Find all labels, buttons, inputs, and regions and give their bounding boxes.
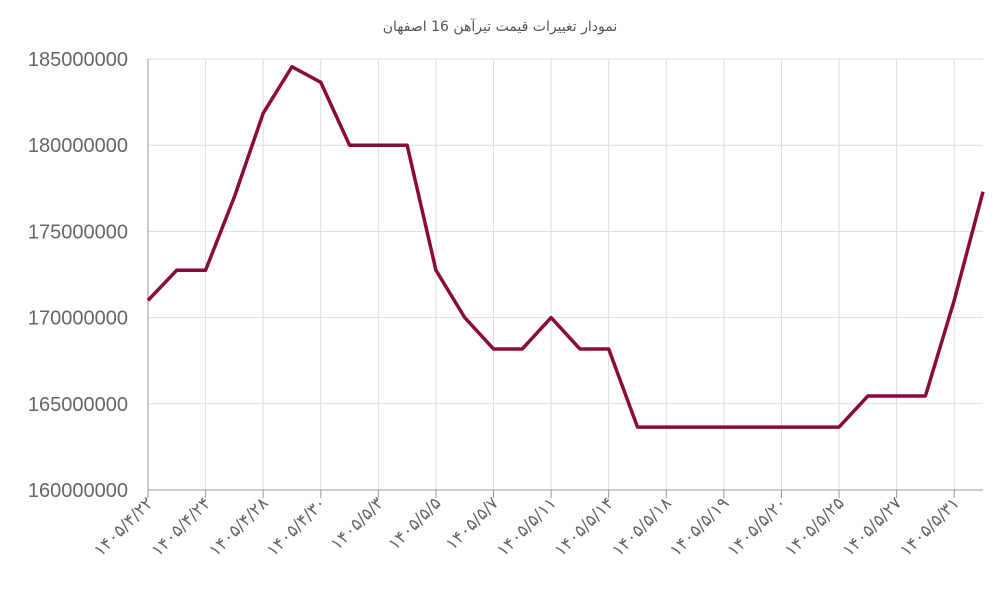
- x-tick-label: ۱۴۰۵/۵/۱۹: [666, 493, 733, 560]
- x-tick-label: ۱۴۰۵/۵/۱۱: [493, 493, 560, 560]
- chart-title: نمودار تغییرات قیمت تیرآهن 16 اصفهان: [383, 18, 617, 35]
- x-tick-label: ۱۴۰۵/۴/۲۸: [205, 493, 272, 560]
- y-tick-label: 180000000: [28, 135, 128, 157]
- x-tick-label: ۱۴۰۵/۴/۲۴: [148, 493, 215, 560]
- y-tick-label: 160000000: [28, 480, 128, 502]
- x-tick-label: ۱۴۰۵/۵/۱۸: [608, 493, 675, 560]
- x-tick-label: ۱۴۰۵/۵/۱۴: [551, 493, 618, 560]
- y-tick-label: 185000000: [28, 49, 128, 71]
- x-tick-label: ۱۴۰۵/۵/۲۰: [724, 493, 791, 560]
- x-tick-label: ۱۴۰۵/۴/۳۰: [263, 493, 330, 560]
- y-tick-label: 175000000: [28, 221, 128, 243]
- x-tick-label: ۱۴۰۵/۵/۲۵: [781, 493, 848, 560]
- x-tick-label: ۱۴۰۵/۵/۳: [327, 493, 388, 554]
- x-tick-label: ۱۴۰۵/۵/۳۱: [896, 493, 963, 560]
- x-tick-label: ۱۴۰۵/۵/۲۷: [839, 493, 906, 560]
- x-tick-label: ۱۴۰۵/۵/۵: [384, 493, 445, 554]
- y-tick-label: 165000000: [28, 394, 128, 416]
- y-tick-label: 170000000: [28, 308, 128, 330]
- x-tick-label: ۱۴۰۵/۴/۲۲: [90, 493, 157, 560]
- line: [146, 65, 985, 429]
